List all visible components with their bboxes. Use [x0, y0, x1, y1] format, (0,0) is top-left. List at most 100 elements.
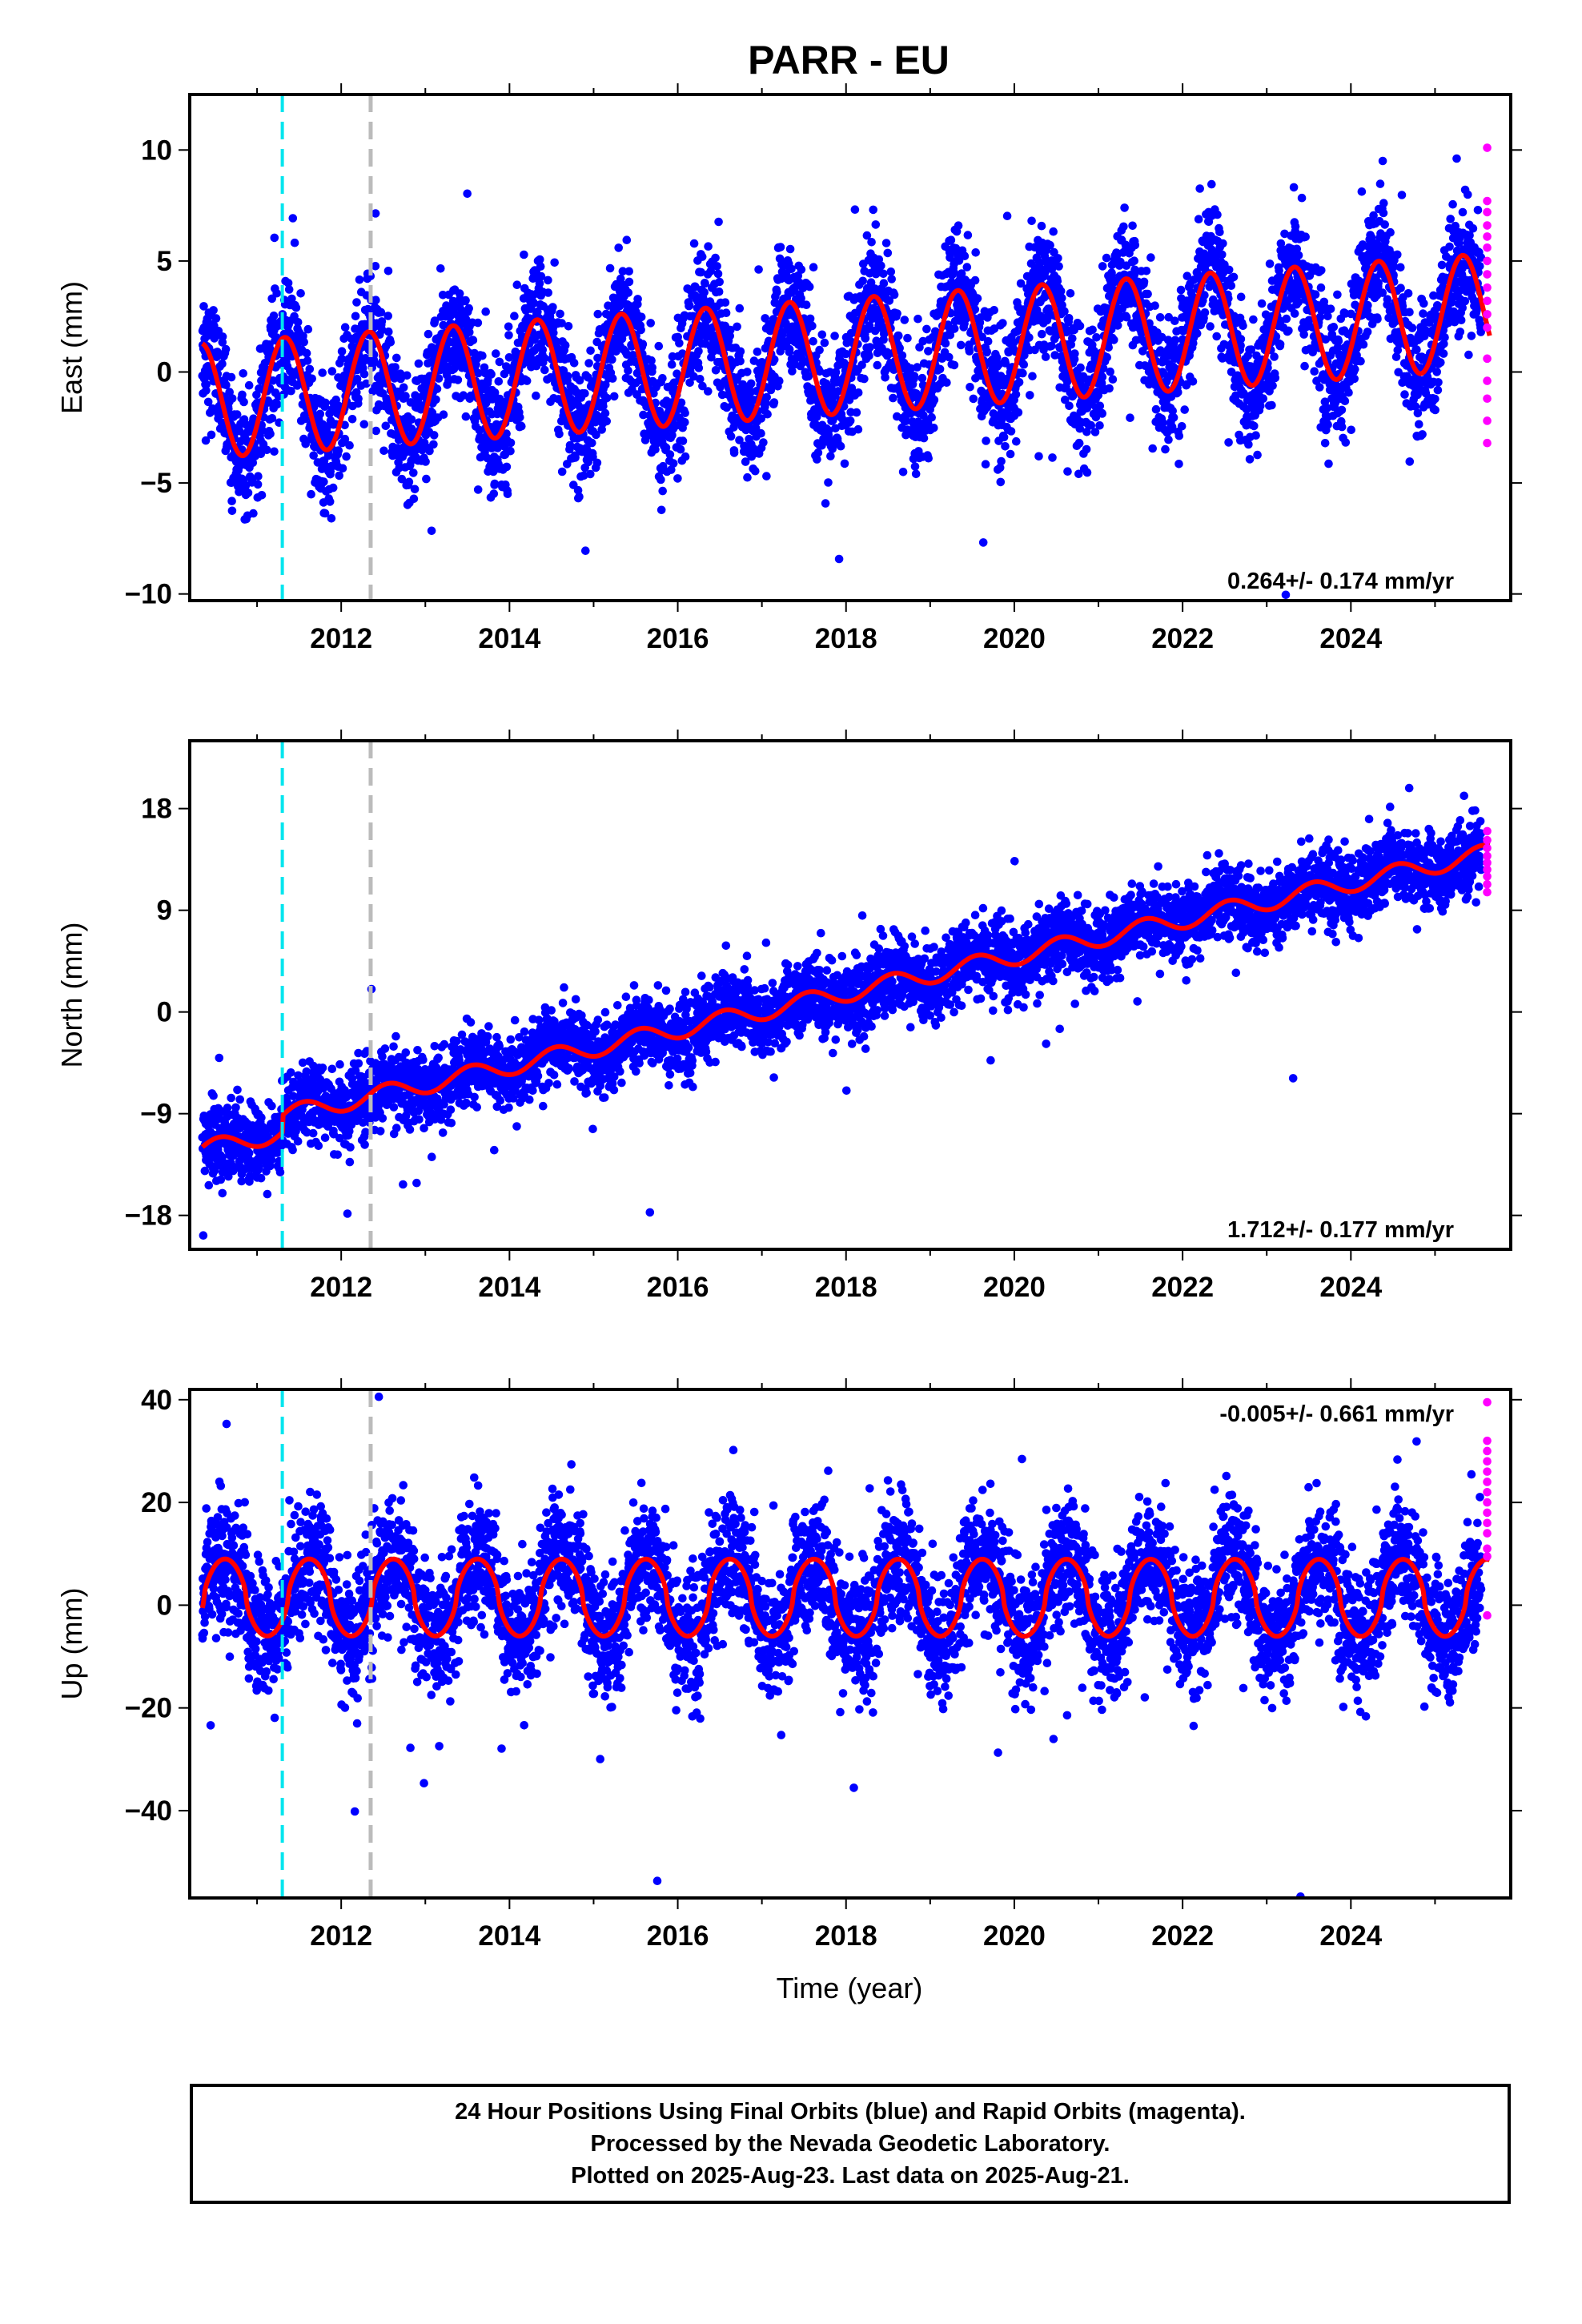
data-point — [1347, 425, 1355, 435]
data-point — [735, 304, 745, 313]
data-point — [1359, 340, 1368, 349]
data-point — [1019, 360, 1029, 369]
data-point — [1056, 287, 1066, 296]
data-point — [1380, 220, 1389, 229]
data-point — [762, 392, 771, 402]
data-point — [1061, 396, 1070, 404]
data-point — [1074, 439, 1084, 448]
data-point — [676, 444, 685, 454]
data-point — [337, 347, 347, 356]
data-point — [1249, 315, 1258, 324]
data-point — [573, 485, 583, 495]
data-point — [588, 438, 596, 448]
data-point — [296, 289, 305, 298]
data-point — [1168, 406, 1177, 416]
data-point — [726, 432, 736, 441]
data-point — [1068, 334, 1077, 343]
data-point — [751, 466, 760, 476]
data-point — [207, 430, 216, 440]
data-point — [665, 450, 675, 459]
panel-east: 2012 2014 2016 2018 2020 2022 2024−10−50510Eas… — [55, 83, 1522, 654]
data-point — [1105, 384, 1114, 393]
data-point — [769, 355, 779, 364]
data-point — [1419, 299, 1428, 308]
data-point — [429, 431, 439, 440]
data-point — [409, 494, 419, 504]
data-point — [895, 344, 904, 352]
data-point — [580, 471, 588, 480]
data-point — [225, 388, 235, 396]
data-point — [1400, 390, 1409, 399]
data-point — [628, 351, 637, 360]
data-point — [1200, 308, 1210, 317]
data-point — [1418, 430, 1427, 439]
data-point — [703, 315, 713, 324]
data-point — [729, 448, 739, 457]
data-point — [1155, 313, 1165, 322]
data-point — [239, 369, 248, 378]
data-point — [379, 446, 388, 456]
data-point — [550, 258, 559, 267]
data-point — [328, 483, 338, 493]
data-point — [601, 380, 610, 389]
data-point — [1431, 394, 1439, 404]
data-point — [461, 412, 471, 421]
data-point — [243, 489, 253, 497]
data-point — [1270, 352, 1279, 361]
data-point — [307, 489, 315, 499]
data-point — [560, 340, 570, 350]
data-point — [877, 261, 885, 271]
data-point — [1323, 312, 1332, 321]
data-point — [563, 372, 572, 381]
data-point — [1383, 295, 1392, 304]
data-point — [1291, 222, 1300, 231]
data-point — [769, 398, 779, 407]
data-point — [1128, 221, 1137, 231]
data-point — [506, 438, 516, 448]
data-point — [1431, 405, 1439, 415]
data-point — [865, 321, 874, 330]
data-point — [302, 348, 311, 358]
data-point — [1025, 333, 1034, 342]
data-point — [735, 436, 744, 444]
data-point — [1405, 308, 1414, 317]
data-point — [1174, 431, 1184, 440]
data-point — [1130, 240, 1140, 250]
data-point — [600, 408, 610, 418]
data-point — [1290, 309, 1299, 318]
data-point — [409, 468, 418, 477]
data-point — [982, 347, 992, 356]
data-point — [371, 262, 380, 271]
data-point — [995, 463, 1005, 472]
data-point — [218, 359, 227, 368]
data-point — [522, 376, 532, 385]
data-point — [1218, 250, 1227, 259]
data-point — [960, 251, 970, 261]
data-point — [211, 314, 221, 323]
data-point — [831, 424, 840, 433]
data-point — [1259, 394, 1268, 404]
data-point — [1439, 349, 1448, 358]
data-point — [1070, 349, 1079, 358]
data-point — [502, 462, 512, 472]
data-point — [586, 346, 595, 356]
data-point — [1176, 285, 1186, 295]
data-point — [966, 383, 974, 392]
data-point — [898, 468, 908, 476]
data-point — [871, 220, 881, 229]
data-point — [1341, 438, 1351, 447]
data-point — [580, 389, 589, 398]
data-point — [1344, 388, 1353, 397]
data-point — [593, 309, 603, 319]
data-point — [1297, 193, 1307, 203]
data-point — [1393, 250, 1402, 259]
data-point — [999, 432, 1009, 442]
data-point — [996, 477, 1006, 487]
data-point — [303, 324, 313, 334]
data-point — [694, 364, 704, 372]
data-point — [303, 356, 312, 365]
data-point — [268, 376, 278, 385]
data-point — [221, 344, 231, 354]
data-point — [962, 263, 972, 271]
data-point — [673, 474, 682, 483]
